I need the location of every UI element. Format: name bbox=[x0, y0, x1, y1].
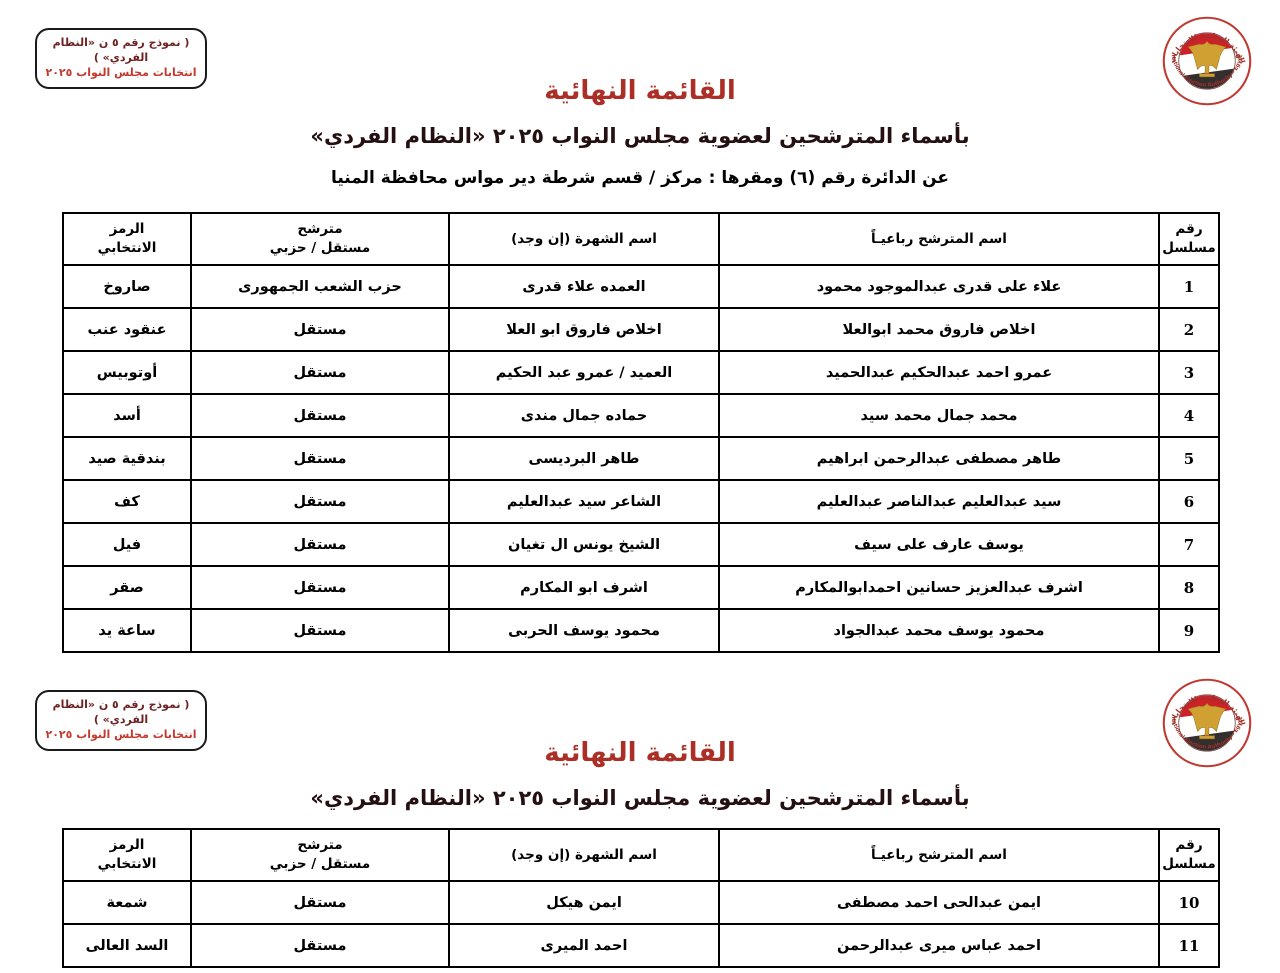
cell-candidate-name: ايمن عبدالحى احمد مصطفى bbox=[718, 880, 1160, 925]
cell-candidate-name: محمود يوسف محمد عبدالجواد bbox=[718, 608, 1160, 653]
cell-electoral-symbol: بندقية صيد bbox=[62, 436, 192, 481]
cell-electoral-symbol: صاروخ bbox=[62, 264, 192, 309]
cell-candidate-name: اخلاص فاروق محمد ابوالعلا bbox=[718, 307, 1160, 352]
cell-party-affiliation: مستقل bbox=[190, 565, 450, 610]
cell-famous-name: الشاعر سيد عبدالعليم bbox=[448, 479, 720, 524]
election-name-line: انتخابات مجلس النواب ٢٠٢٥ bbox=[45, 65, 197, 79]
cell-candidate-name: احمد عباس ميرى عبدالرحمن bbox=[718, 923, 1160, 968]
cell-serial-number: 1 bbox=[1158, 264, 1220, 309]
cell-serial-number: 5 bbox=[1158, 436, 1220, 481]
candidates-subtitle: بأسماء المترشحين لعضوية مجلس النواب ٢٠٢٥… bbox=[310, 786, 970, 810]
cell-famous-name: طاهر البرديسى bbox=[448, 436, 720, 481]
cell-electoral-symbol: ساعة يد bbox=[62, 608, 192, 653]
cell-serial-number: 10 bbox=[1158, 880, 1220, 925]
cell-electoral-symbol: كف bbox=[62, 479, 192, 524]
header-symbol: الرمز الانتخابي bbox=[62, 828, 192, 882]
table-row: 3 عمرو احمد عبدالحكيم عبدالحميد العميد / ع… bbox=[62, 350, 1220, 395]
final-list-title: القائمة النهائية bbox=[544, 738, 736, 768]
header-candidate-name: اسم المترشح رباعيـاً bbox=[718, 212, 1160, 266]
table-row: 4 محمد جمال محمد سيد حماده جمال مندى مستقل أ… bbox=[62, 393, 1220, 438]
cell-party-affiliation: حزب الشعب الجمهورى bbox=[190, 264, 450, 309]
header-party: مترشح مستقل / حزبي bbox=[190, 212, 450, 266]
cell-party-affiliation: مستقل bbox=[190, 436, 450, 481]
final-list-title: القائمة النهائية bbox=[544, 76, 736, 106]
cell-party-affiliation: مستقل bbox=[190, 350, 450, 395]
cell-electoral-symbol: شمعة bbox=[62, 880, 192, 925]
cell-party-affiliation: مستقل bbox=[190, 880, 450, 925]
table-row: 11 احمد عباس ميرى عبدالرحمن احمد الميرى مست… bbox=[62, 923, 1220, 968]
cell-famous-name: العمده علاء قدرى bbox=[448, 264, 720, 309]
cell-candidate-name: يوسف عارف على سيف bbox=[718, 522, 1160, 567]
cell-famous-name: اخلاص فاروق ابو العلا bbox=[448, 307, 720, 352]
cell-famous-name: احمد الميرى bbox=[448, 923, 720, 968]
header-symbol: الرمز الانتخابي bbox=[62, 212, 192, 266]
cell-candidate-name: سيد عبدالعليم عبدالناصر عبدالعليم bbox=[718, 479, 1160, 524]
cell-famous-name: محمود يوسف الحربى bbox=[448, 608, 720, 653]
table-header-row: رقم مسلسل اسم المترشح رباعيـاً اسم الشهر… bbox=[62, 828, 1220, 882]
form-number-box: ( نموذج رقم ٥ ن «النظام الفردي» ) انتخاب… bbox=[35, 690, 207, 751]
cell-party-affiliation: مستقل bbox=[190, 393, 450, 438]
header-candidate-name: اسم المترشح رباعيـاً bbox=[718, 828, 1160, 882]
cell-party-affiliation: مستقل bbox=[190, 522, 450, 567]
cell-party-affiliation: مستقل bbox=[190, 479, 450, 524]
gold-eagle-icon bbox=[1187, 702, 1227, 740]
candidates-table-1: رقم مسلسل اسم المترشح رباعيـاً اسم الشهر… bbox=[62, 212, 1220, 653]
form-number-box: ( نموذج رقم ٥ ن «النظام الفردي» ) انتخاب… bbox=[35, 28, 207, 89]
candidates-subtitle: بأسماء المترشحين لعضوية مجلس النواب ٢٠٢٥… bbox=[310, 124, 970, 148]
cell-electoral-symbol: أوتوبيس bbox=[62, 350, 192, 395]
form-number-line: ( نموذج رقم ٥ ن «النظام الفردي» ) bbox=[52, 36, 190, 64]
table-row: 2 اخلاص فاروق محمد ابوالعلا اخلاص فاروق اب… bbox=[62, 307, 1220, 352]
cell-party-affiliation: مستقل bbox=[190, 307, 450, 352]
table-row: 5 طاهر مصطفى عبدالرحمن ابراهيم طاهر البردي… bbox=[62, 436, 1220, 481]
candidates-table-2: رقم مسلسل اسم المترشح رباعيـاً اسم الشهر… bbox=[62, 828, 1220, 968]
cell-electoral-symbol: السد العالى bbox=[62, 923, 192, 968]
cell-serial-number: 4 bbox=[1158, 393, 1220, 438]
form-number-line: ( نموذج رقم ٥ ن «النظام الفردي» ) bbox=[52, 698, 190, 726]
district-line: عن الدائرة رقم (٦) ومقرها : مركز / قسم ش… bbox=[330, 168, 950, 188]
cell-electoral-symbol: صقر bbox=[62, 565, 192, 610]
cell-candidate-name: طاهر مصطفى عبدالرحمن ابراهيم bbox=[718, 436, 1160, 481]
national-election-authority-seal-icon: الهيئة الوطنية للانتخابات National Elect… bbox=[1162, 678, 1252, 768]
gold-eagle-icon bbox=[1187, 40, 1227, 78]
cell-serial-number: 9 bbox=[1158, 608, 1220, 653]
table-row: 7 يوسف عارف على سيف الشيخ يونس ال تغيان مست… bbox=[62, 522, 1220, 567]
table-header-row: رقم مسلسل اسم المترشح رباعيـاً اسم الشهر… bbox=[62, 212, 1220, 266]
cell-famous-name: اشرف ابو المكارم bbox=[448, 565, 720, 610]
election-name-line: انتخابات مجلس النواب ٢٠٢٥ bbox=[45, 727, 197, 741]
cell-candidate-name: اشرف عبدالعزيز حسانين احمدابوالمكارم bbox=[718, 565, 1160, 610]
header-serial: رقم مسلسل bbox=[1158, 212, 1220, 266]
national-election-authority-seal-icon: الهيئة الوطنية للانتخابات National Elect… bbox=[1162, 16, 1252, 106]
cell-electoral-symbol: عنقود عنب bbox=[62, 307, 192, 352]
cell-serial-number: 8 bbox=[1158, 565, 1220, 610]
cell-electoral-symbol: أسد bbox=[62, 393, 192, 438]
header-serial: رقم مسلسل bbox=[1158, 828, 1220, 882]
cell-famous-name: العميد / عمرو عبد الحكيم bbox=[448, 350, 720, 395]
cell-famous-name: ايمن هيكل bbox=[448, 880, 720, 925]
table-row: 8 اشرف عبدالعزيز حسانين احمدابوالمكارم اشر… bbox=[62, 565, 1220, 610]
cell-serial-number: 3 bbox=[1158, 350, 1220, 395]
header-party: مترشح مستقل / حزبي bbox=[190, 828, 450, 882]
cell-party-affiliation: مستقل bbox=[190, 608, 450, 653]
header-famous-name: اسم الشهرة (إن وجد) bbox=[448, 212, 720, 266]
table-row: 1 علاء على قدرى عبدالموجود محمود العمده عل… bbox=[62, 264, 1220, 309]
cell-candidate-name: عمرو احمد عبدالحكيم عبدالحميد bbox=[718, 350, 1160, 395]
cell-famous-name: الشيخ يونس ال تغيان bbox=[448, 522, 720, 567]
cell-candidate-name: محمد جمال محمد سيد bbox=[718, 393, 1160, 438]
cell-serial-number: 2 bbox=[1158, 307, 1220, 352]
cell-famous-name: حماده جمال مندى bbox=[448, 393, 720, 438]
table-row: 6 سيد عبدالعليم عبدالناصر عبدالعليم الشاعر… bbox=[62, 479, 1220, 524]
cell-electoral-symbol: فيل bbox=[62, 522, 192, 567]
cell-candidate-name: علاء على قدرى عبدالموجود محمود bbox=[718, 264, 1160, 309]
cell-serial-number: 7 bbox=[1158, 522, 1220, 567]
cell-serial-number: 11 bbox=[1158, 923, 1220, 968]
cell-party-affiliation: مستقل bbox=[190, 923, 450, 968]
table-row: 10 ايمن عبدالحى احمد مصطفى ايمن هيكل مستقل ش… bbox=[62, 880, 1220, 925]
header-famous-name: اسم الشهرة (إن وجد) bbox=[448, 828, 720, 882]
table-row: 9 محمود يوسف محمد عبدالجواد محمود يوسف الح… bbox=[62, 608, 1220, 653]
cell-serial-number: 6 bbox=[1158, 479, 1220, 524]
